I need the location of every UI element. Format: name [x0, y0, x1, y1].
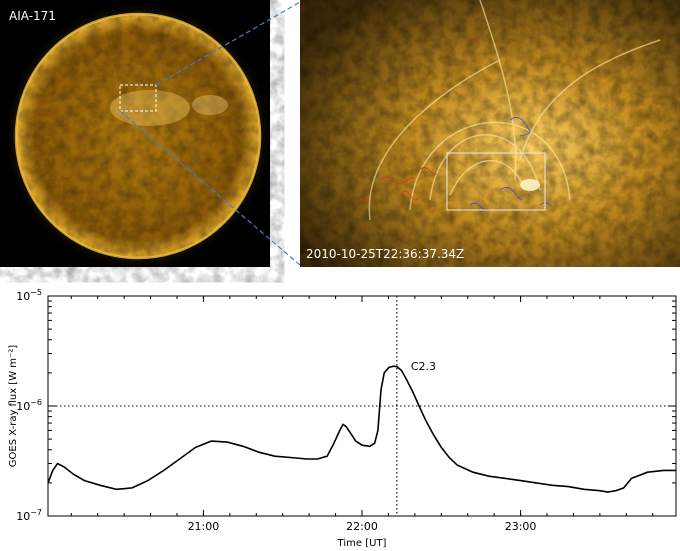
peak-annotation: C2.3: [411, 360, 436, 373]
y-axis-title: GOES X-ray flux [W m⁻²]: [8, 345, 19, 467]
zoom-timestamp: 2010-10-25T22:36:37.34Z: [306, 247, 464, 261]
series-line: [47, 365, 676, 493]
x-axis-title: Time [UT]: [337, 538, 387, 549]
x-tick-label: 22:00: [346, 520, 378, 533]
full-disk-label: AIA-171: [9, 9, 56, 23]
x-tick-label: 23:00: [505, 520, 537, 533]
connector-line-top: [155, 1, 301, 86]
region-of-interest-box: [119, 84, 157, 112]
full-disk-panel: AIA-171: [0, 0, 274, 272]
goes-xray-plot: 21:00 22:00 23:00 10−7 10−6 10−5 C2.3 Time […: [8, 288, 677, 549]
x-tick-label: 21:00: [188, 520, 220, 533]
flare-region-box: [446, 152, 546, 211]
y-tick-label: 10−5: [16, 288, 42, 303]
y-tick-label: 10−6: [16, 398, 42, 413]
zoom-panel: 2010-10-25T22:36:37.34Z: [300, 0, 680, 267]
y-tick-label: 10−7: [16, 508, 42, 523]
